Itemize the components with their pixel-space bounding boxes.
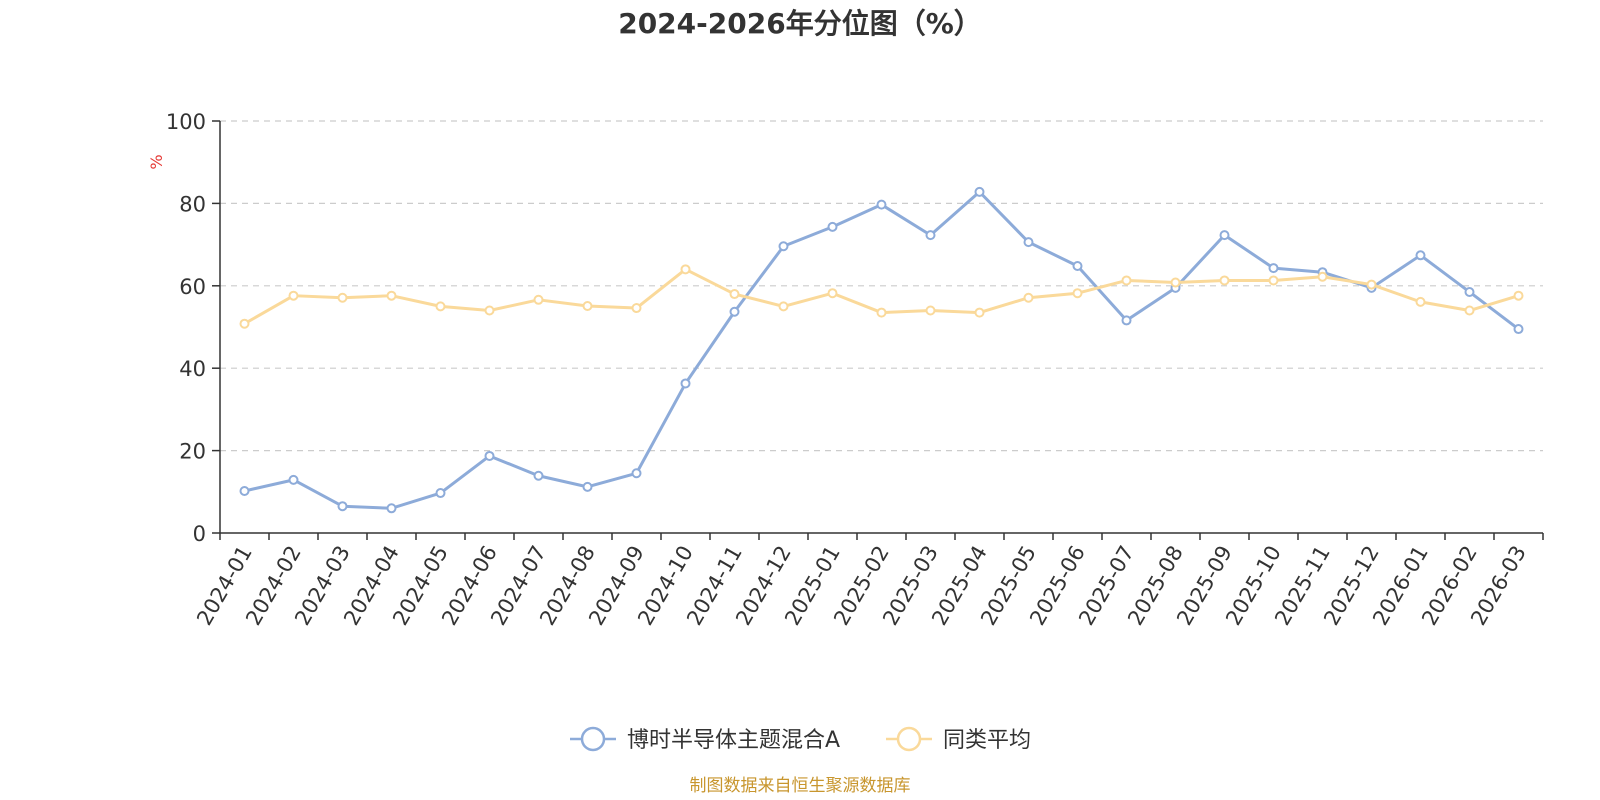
data-point[interactable] [1121, 315, 1132, 326]
y-tick-label: 20 [179, 440, 206, 464]
data-point[interactable] [631, 303, 642, 314]
data-point[interactable] [386, 503, 397, 514]
data-point[interactable] [680, 264, 691, 275]
data-point[interactable] [1366, 279, 1377, 290]
y-tick-label: 80 [179, 192, 206, 216]
data-point[interactable] [484, 450, 495, 461]
x-tick-labels: 2024-012024-022024-032024-042024-052024-… [192, 542, 1531, 630]
data-point[interactable] [337, 501, 348, 512]
legend-item-0[interactable]: 博时半导体主题混合A [570, 726, 840, 753]
legend-marker [580, 726, 606, 752]
data-point[interactable] [386, 290, 397, 301]
data-point[interactable] [1170, 277, 1181, 288]
data-point[interactable] [484, 305, 495, 316]
data-point[interactable] [925, 305, 936, 316]
data-point[interactable] [239, 485, 250, 496]
series [239, 186, 1524, 514]
data-point[interactable] [925, 230, 936, 241]
data-point[interactable] [533, 470, 544, 481]
data-point[interactable] [435, 488, 446, 499]
data-point[interactable] [1415, 296, 1426, 307]
data-point[interactable] [1513, 324, 1524, 335]
legend-label: 同类平均 [943, 728, 1031, 753]
data-point[interactable] [435, 301, 446, 312]
legend-marker [896, 726, 922, 752]
data-point[interactable] [778, 241, 789, 252]
legend[interactable]: 博时半导体主题混合A 同类平均 [570, 726, 1031, 753]
data-point[interactable] [827, 288, 838, 299]
y-tick-label: 0 [193, 522, 206, 546]
data-point[interactable] [1513, 290, 1524, 301]
data-point[interactable] [288, 474, 299, 485]
data-point[interactable] [974, 307, 985, 318]
chart-title: 2024-2026年分位图（%） [618, 7, 982, 40]
y-tick-label: 60 [179, 275, 206, 299]
data-point[interactable] [680, 378, 691, 389]
data-point[interactable] [974, 186, 985, 197]
data-point[interactable] [1219, 230, 1230, 241]
data-point[interactable] [582, 481, 593, 492]
data-point[interactable] [631, 468, 642, 479]
legend-label: 博时半导体主题混合A [627, 728, 840, 753]
data-point[interactable] [582, 300, 593, 311]
data-point[interactable] [1023, 292, 1034, 303]
axes [212, 120, 1544, 540]
data-point[interactable] [1072, 261, 1083, 272]
data-point[interactable] [1268, 263, 1279, 274]
data-point[interactable] [288, 290, 299, 301]
data-point[interactable] [1072, 288, 1083, 299]
data-point[interactable] [239, 318, 250, 329]
y-axis-unit: % [147, 154, 166, 169]
data-point[interactable] [876, 199, 887, 210]
data-point[interactable] [1464, 286, 1475, 297]
series-line-0 [244, 190, 1520, 510]
data-point[interactable] [729, 306, 740, 317]
data-point[interactable] [827, 221, 838, 232]
data-point[interactable] [1023, 237, 1034, 248]
data-point[interactable] [1415, 250, 1426, 261]
data-point[interactable] [1268, 275, 1279, 286]
grid-lines [220, 120, 1543, 452]
y-tick-labels: 0 20 40 60 80 100 [166, 110, 206, 546]
data-point[interactable] [1464, 305, 1475, 316]
y-tick-label: 40 [179, 357, 206, 381]
data-point[interactable] [778, 301, 789, 312]
legend-item-1[interactable]: 同类平均 [886, 726, 1031, 753]
data-point[interactable] [876, 307, 887, 318]
data-point[interactable] [1317, 271, 1328, 282]
y-tick-label: 100 [166, 110, 206, 134]
data-point[interactable] [1121, 275, 1132, 286]
data-point[interactable] [337, 292, 348, 303]
data-point[interactable] [729, 289, 740, 300]
data-source-note: 制图数据来自恒生聚源数据库 [690, 776, 911, 796]
data-point[interactable] [1219, 275, 1230, 286]
data-point[interactable] [533, 294, 544, 305]
